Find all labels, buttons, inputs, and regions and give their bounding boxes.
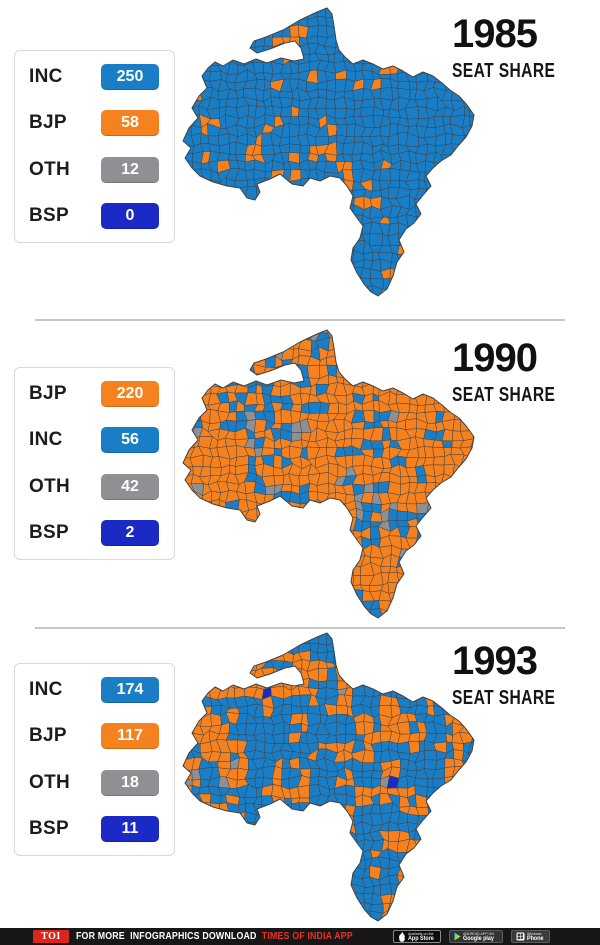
- map-svg-1990: [182, 329, 475, 619]
- footer-text-for-more: FOR MORE: [76, 931, 125, 942]
- title-block-1990: 1990 SEAT SHARE: [452, 338, 597, 407]
- seat-count-badge: 11: [101, 815, 159, 842]
- legend-row: INC 174: [15, 668, 174, 712]
- badge-bottom-text: Phone: [526, 935, 544, 942]
- badge-top-text: ANDROID APP ON: [463, 930, 495, 936]
- legend-row: BJP 117: [15, 714, 174, 758]
- footer-text-toi-app: TIMES OF INDIA APP: [261, 931, 353, 942]
- legend-row: INC 56: [15, 418, 174, 462]
- windows-phone-badge[interactable]: Windows Phone: [510, 930, 550, 943]
- legend-row: BSP 11: [15, 807, 174, 851]
- party-label: BJP: [29, 383, 67, 405]
- legend-row: INC 250: [15, 55, 174, 99]
- year-title: 1985: [452, 12, 538, 56]
- badge-bottom-text: Google play: [463, 935, 495, 942]
- party-label: INC: [29, 679, 63, 701]
- title-block-1993: 1993 SEAT SHARE: [452, 641, 597, 710]
- panel-1990: BJP 220 INC 56 OTH 42 BSP 2 1990 SEAT SH…: [0, 320, 600, 628]
- legend-box-1985: INC 250 BJP 58 OTH 12 BSP 0: [14, 50, 175, 243]
- google-play-icon: [454, 932, 461, 941]
- badge-top-text: Windows: [526, 930, 542, 936]
- seat-count-badge: 174: [101, 677, 159, 704]
- legend-row: OTH 18: [15, 761, 174, 805]
- party-label: OTH: [29, 475, 71, 497]
- seat-share-subtitle: SEAT SHARE: [452, 60, 556, 82]
- seat-count-badge: 12: [101, 156, 159, 183]
- badge-bottom-text: App Store: [407, 935, 434, 942]
- seat-count-badge: 220: [101, 381, 159, 408]
- seat-count-badge: 42: [101, 473, 159, 500]
- party-label: OTH: [29, 771, 71, 793]
- year-title: 1990: [452, 336, 538, 380]
- legend-row: OTH 42: [15, 465, 174, 509]
- choropleth-map-1985: [180, 6, 480, 298]
- seat-count-badge: 56: [101, 427, 159, 454]
- map-svg-1985: [182, 7, 475, 297]
- store-badges: Available on the App Store ANDROID APP O…: [392, 930, 550, 943]
- legend-row: BJP 58: [15, 101, 174, 145]
- panel-1993: INC 174 BJP 117 OTH 18 BSP 11 1993 SEAT …: [0, 628, 600, 923]
- choropleth-map-1993: [180, 631, 480, 923]
- party-label: OTH: [29, 158, 71, 180]
- title-block-1985: 1985 SEAT SHARE: [452, 14, 597, 83]
- footer-text-infographics: INFOGRAPHICS DOWNLOAD: [130, 931, 257, 942]
- seat-share-subtitle: SEAT SHARE: [452, 687, 556, 709]
- legend-row: OTH 12: [15, 148, 174, 192]
- seat-count-badge: 117: [101, 723, 159, 750]
- legend-box-1993: INC 174 BJP 117 OTH 18 BSP 11: [14, 663, 175, 856]
- party-label: INC: [29, 66, 63, 88]
- badge-top-text: Available on the: [407, 930, 434, 936]
- legend-row: BSP 0: [15, 194, 174, 238]
- footer-bar: TOI FOR MORE INFOGRAPHICS DOWNLOAD TIMES…: [0, 928, 600, 945]
- windows-icon: [516, 932, 525, 941]
- seat-count-badge: 58: [101, 110, 159, 137]
- party-label: BJP: [29, 725, 67, 747]
- app-store-badge[interactable]: Available on the App Store: [392, 930, 442, 943]
- apple-icon: [398, 931, 406, 942]
- seat-count-badge: 2: [101, 519, 159, 546]
- legend-row: BSP 2: [15, 511, 174, 555]
- seat-count-badge: 0: [101, 202, 159, 229]
- panel-divider: [35, 627, 565, 629]
- year-title: 1993: [452, 639, 538, 683]
- footer-text: FOR MORE INFOGRAPHICS DOWNLOAD TIMES OF …: [76, 931, 353, 942]
- choropleth-map-1990: [180, 328, 480, 620]
- party-label: BSP: [29, 817, 69, 839]
- panel-divider: [35, 319, 565, 321]
- panel-1985: INC 250 BJP 58 OTH 12 BSP 0 1985 SEAT SH…: [0, 0, 600, 320]
- legend-box-1990: BJP 220 INC 56 OTH 42 BSP 2: [14, 367, 175, 560]
- party-label: BJP: [29, 112, 67, 134]
- party-label: BSP: [29, 521, 69, 543]
- party-label: BSP: [29, 204, 69, 226]
- google-play-badge[interactable]: ANDROID APP ON Google play: [449, 930, 503, 943]
- seat-share-subtitle: SEAT SHARE: [452, 384, 556, 406]
- map-svg-1993: [182, 632, 475, 922]
- legend-row: BJP 220: [15, 372, 174, 416]
- seat-count-badge: 250: [101, 64, 159, 91]
- toi-logo: TOI: [33, 930, 69, 943]
- party-label: INC: [29, 429, 63, 451]
- seat-count-badge: 18: [101, 769, 159, 796]
